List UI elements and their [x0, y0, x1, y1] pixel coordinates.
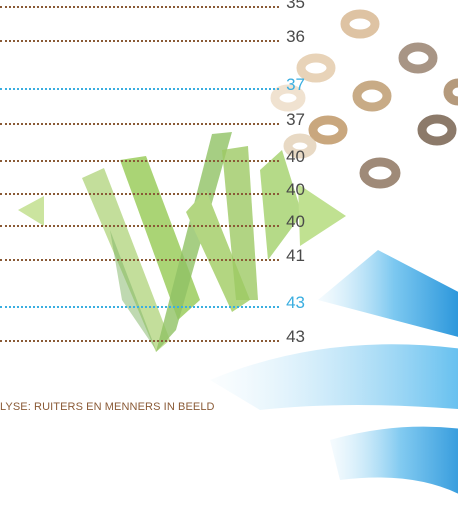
toc-dot-leader — [0, 340, 279, 342]
toc-page-number: 43 — [286, 327, 305, 346]
rings-decoration — [270, 9, 458, 189]
blue-waves-decoration — [210, 250, 458, 494]
toc-page-number: 35 — [286, 0, 305, 12]
toc-dot-leader — [0, 225, 279, 227]
toc-entry[interactable]: 37 — [0, 69, 305, 95]
toc-dot-leader — [0, 193, 279, 195]
toc-entry[interactable]: 40 — [0, 174, 305, 200]
toc-entry[interactable]: 41 — [0, 240, 305, 266]
toc-page-number: 41 — [286, 246, 305, 265]
toc-dot-leader — [0, 88, 279, 90]
toc-page-number: 40 — [286, 212, 305, 231]
toc-page-number: 36 — [286, 27, 305, 46]
toc-page-number: 40 — [286, 180, 305, 199]
toc-entry[interactable]: 43 — [0, 287, 305, 313]
toc-dot-leader — [0, 160, 279, 162]
running-footer: LYSE: RUITERS EN MENNERS IN BEELD — [0, 401, 215, 413]
toc-dot-leader — [0, 40, 279, 42]
toc-page-number: 43 — [286, 293, 305, 312]
toc-entry[interactable]: 43 — [0, 321, 305, 347]
toc-entry[interactable]: 37 — [0, 104, 305, 130]
toc-entry[interactable]: 36 — [0, 21, 305, 47]
toc-dot-leader — [0, 306, 279, 308]
toc-entry[interactable]: 40 — [0, 141, 305, 167]
toc-dot-leader — [0, 259, 279, 261]
toc-entry[interactable]: 40 — [0, 206, 305, 232]
toc-page-number: 37 — [286, 110, 305, 129]
toc-dot-leader — [0, 6, 279, 8]
toc-page-number: 37 — [286, 75, 305, 94]
toc-entry[interactable]: 35 — [0, 0, 305, 13]
toc-dot-leader — [0, 123, 279, 125]
toc-page-number: 40 — [286, 147, 305, 166]
